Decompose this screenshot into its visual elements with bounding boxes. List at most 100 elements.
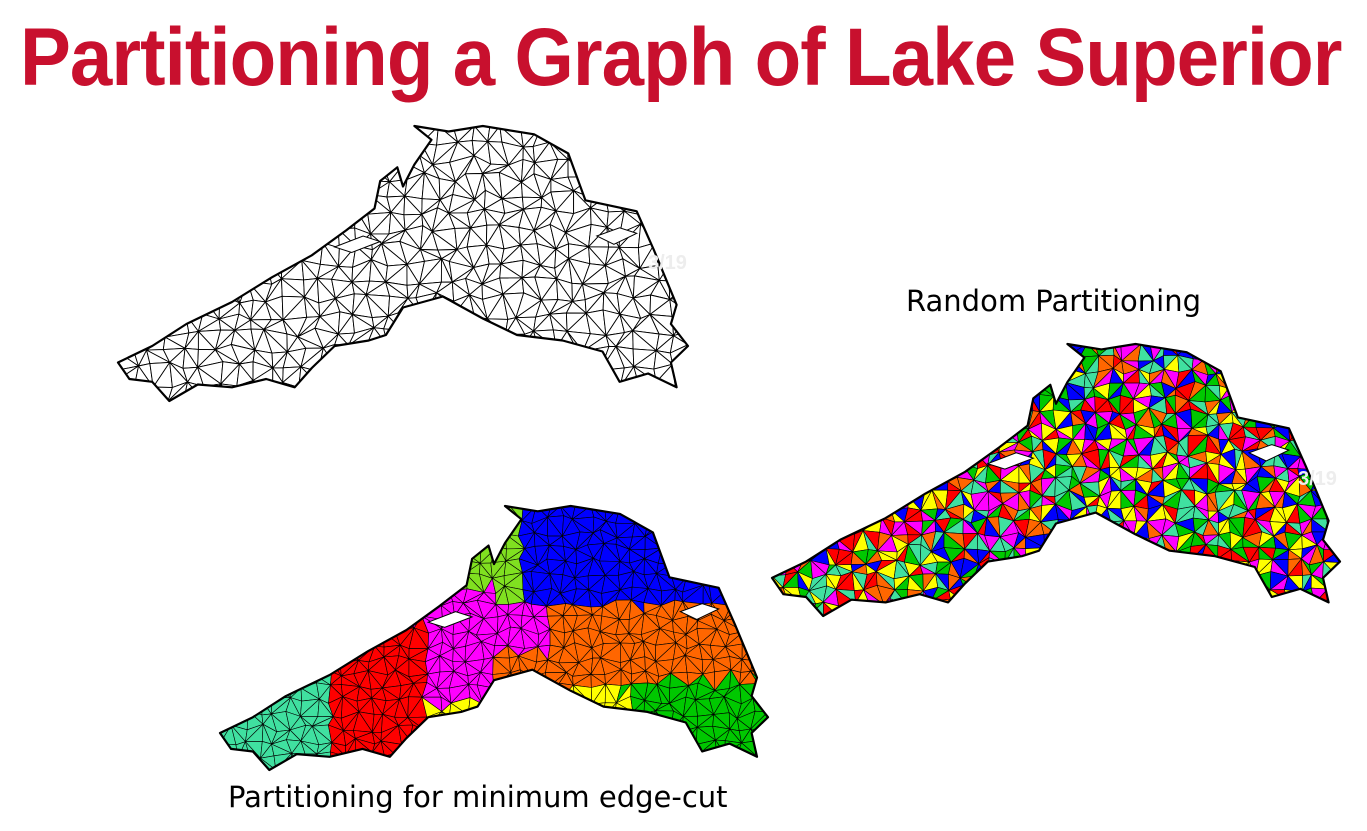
mesh-triangle [1162,551,1179,561]
mesh-triangle [1011,358,1029,375]
mesh-triangle [639,157,659,183]
mesh-triangle [380,506,401,522]
mesh-triangle [268,225,289,252]
mesh-triangle [317,639,331,662]
mesh-triangle [489,738,507,760]
mesh-triangle [614,740,630,756]
mesh-triangle [584,361,602,381]
mesh-triangle [298,614,313,632]
mesh-triangle [327,613,344,635]
mesh-triangle [1014,598,1028,616]
mesh-triangle [795,601,810,616]
mesh-triangle [352,575,370,587]
mesh-triangle [562,710,578,731]
mesh-triangle [206,189,219,210]
mesh-triangle [772,344,788,359]
mesh-triangle [1298,355,1315,371]
mesh-triangle [667,176,688,195]
mesh-triangle [482,380,509,401]
mesh-triangle [370,560,386,575]
mesh-triangle [772,546,789,564]
mesh-triangle [436,574,451,592]
mesh-triangle [1323,531,1340,551]
mesh-triangle [673,506,691,524]
mesh-triangle [740,603,758,620]
mesh-triangle [493,687,512,701]
mesh-triangle [118,275,139,294]
mesh-triangle [200,246,224,266]
mesh-triangle [300,577,314,594]
mesh-triangle [1324,382,1340,400]
mesh-triangle [1148,587,1169,602]
mesh-triangle [1218,344,1229,362]
mesh-triangle [909,423,925,442]
mesh-triangle [220,713,233,726]
mesh-triangle [257,630,276,647]
mesh-triangle [249,506,265,524]
mesh-triangle [301,197,325,208]
mesh-triangle [944,382,960,398]
mesh-triangle [566,126,594,141]
mesh-triangle [1323,434,1340,457]
mesh-triangle [998,358,1016,376]
mesh-triangle [821,425,839,439]
mesh-triangle [304,654,320,676]
mesh-triangle [1200,558,1219,574]
mesh-triangle [909,397,922,410]
mesh-triangle [546,682,561,701]
mesh-triangle [202,277,217,302]
mesh-triangle [118,194,137,210]
mesh-triangle [431,309,460,334]
mesh-triangle [397,530,416,550]
mesh-triangle [263,141,289,166]
mesh-triangle [586,712,603,730]
mesh-triangle [944,357,962,370]
mesh-triangle [657,181,675,195]
mesh-triangle [355,534,374,547]
mesh-triangle [290,654,306,672]
mesh-triangle [354,379,374,401]
mesh-triangle [772,504,789,520]
mesh-triangle [924,440,934,456]
mesh-triangle [1069,518,1087,536]
mesh-triangle [311,592,329,603]
mesh-triangle [418,353,442,369]
mesh-triangle [652,126,676,149]
mesh-triangle [314,546,334,561]
mesh-triangle [863,425,878,441]
mesh-triangle [214,262,236,281]
mesh-triangle [659,517,675,535]
mesh-triangle [837,399,858,417]
mesh-triangle [274,615,286,632]
mesh-triangle [1153,599,1167,616]
mesh-triangle [297,531,315,545]
mesh-triangle [317,126,341,142]
mesh-triangle [1092,571,1113,590]
mesh-triangle [781,394,796,410]
mesh-triangle [398,545,416,559]
mesh-triangle [311,600,329,616]
mesh-triangle [605,175,621,199]
mesh-triangle [247,215,271,228]
mesh-triangle [1221,572,1235,592]
mesh-triangle [354,506,370,523]
mesh-triangle [423,753,438,770]
mesh-triangle [366,366,383,388]
mesh-triangle [1327,412,1340,430]
mesh-triangle [258,670,274,687]
mesh-triangle [1094,556,1115,573]
mesh-triangle [740,617,757,633]
mesh-triangle [784,435,799,453]
mesh-triangle [118,140,132,160]
mesh-triangle [186,173,208,192]
mesh-triangle [583,378,608,401]
mesh-triangle [352,175,370,195]
mesh-triangle [1051,597,1071,616]
mesh-triangle [988,571,1002,589]
mesh-triangle [988,344,1006,362]
mesh-triangle [836,426,853,443]
mesh-triangle [166,259,188,286]
mesh-triangle [661,533,675,549]
mesh-triangle [1323,452,1340,465]
mesh-triangle [843,503,858,519]
